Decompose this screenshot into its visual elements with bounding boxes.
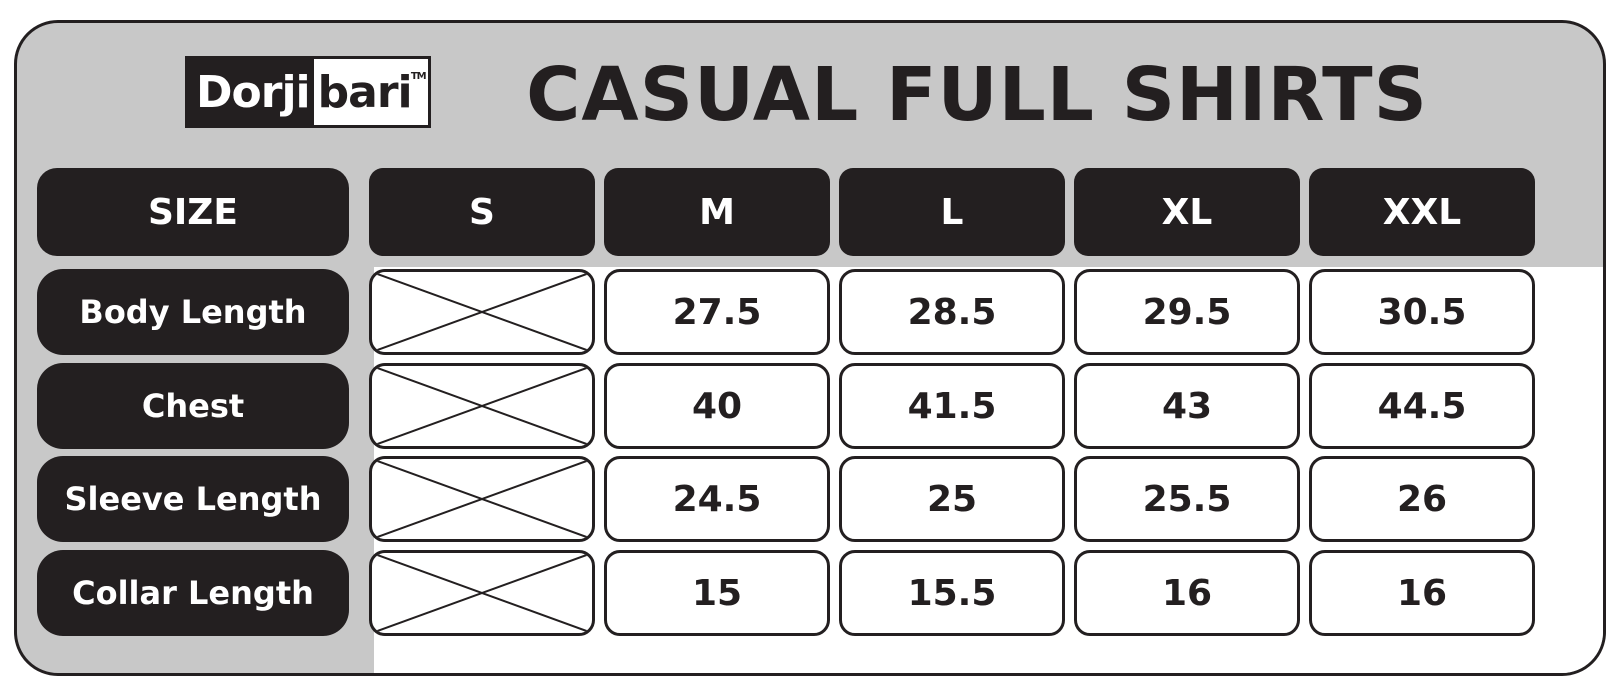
brand-logo-part2: bari TM: [313, 59, 428, 125]
brand-logo: Dorji bari TM: [185, 56, 431, 128]
cell-unavailable: [369, 269, 595, 355]
table-cell: 25.5: [1074, 456, 1300, 542]
cell-unavailable: [369, 456, 595, 542]
table-cell: 40: [604, 363, 830, 449]
header-size-xl: XL: [1074, 168, 1300, 256]
row-label-body-length: Body Length: [37, 269, 349, 355]
row-label-collar-length: Collar Length: [37, 550, 349, 636]
table-cell: 25: [839, 456, 1065, 542]
brand-logo-tm: TM: [410, 71, 427, 82]
brand-logo-part2-text: bari: [317, 66, 413, 118]
table-cell: 29.5: [1074, 269, 1300, 355]
cross-icon: [372, 272, 592, 352]
row-label-chest: Chest: [37, 363, 349, 449]
table-cell: 15.5: [839, 550, 1065, 636]
header-size-l: L: [839, 168, 1065, 256]
table-cell: 44.5: [1309, 363, 1535, 449]
table-cell: 16: [1309, 550, 1535, 636]
table-cell: 26: [1309, 456, 1535, 542]
chart-title: CASUAL FULL SHIRTS: [526, 52, 1428, 138]
table-cell: 24.5: [604, 456, 830, 542]
row-label-sleeve-length: Sleeve Length: [37, 456, 349, 542]
table-cell: 27.5: [604, 269, 830, 355]
table-cell: 30.5: [1309, 269, 1535, 355]
cell-unavailable: [369, 550, 595, 636]
size-chart-card: Dorji bari TM CASUAL FULL SHIRTS SIZE S …: [14, 20, 1606, 676]
table-cell: 41.5: [839, 363, 1065, 449]
table-cell: 28.5: [839, 269, 1065, 355]
cross-icon: [372, 459, 592, 539]
table-cell: 15: [604, 550, 830, 636]
header-size-xxl: XXL: [1309, 168, 1535, 256]
cross-icon: [372, 553, 592, 633]
header-size-s: S: [369, 168, 595, 256]
cross-icon: [372, 366, 592, 446]
table-cell: 43: [1074, 363, 1300, 449]
header-size: SIZE: [37, 168, 349, 256]
table-cell: 16: [1074, 550, 1300, 636]
brand-logo-part1: Dorji: [188, 59, 314, 125]
header-size-m: M: [604, 168, 830, 256]
cell-unavailable: [369, 363, 595, 449]
